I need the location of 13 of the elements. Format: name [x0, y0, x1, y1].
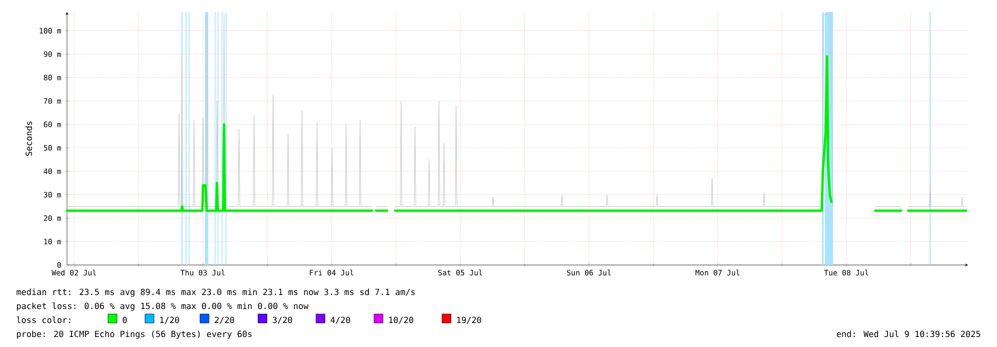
text: probe: 20 ICMP Echo Pings (56 Bytes) every 60s	[16, 330, 252, 339]
text: 2/20	[214, 316, 234, 324]
text: 1/20	[160, 316, 180, 324]
text: 0	[122, 316, 127, 324]
text: packet loss: 0.06 % avg 15.08 % max 0.00 % min 0.00 % now	[16, 302, 308, 311]
text: end: Wed Jul 9 10:39:56 2025	[836, 330, 980, 338]
text: median rtt: 23.5 ms avg 89.4 ms max 23.0 ms min 23.1 ms now 3.3 ms sd 7.1 am/s	[16, 288, 415, 297]
text: 3/20	[272, 316, 292, 324]
y-axis-title: Seconds	[25, 121, 32, 156]
text: loss color:	[16, 316, 70, 324]
text: 4/20	[330, 316, 350, 324]
text: 10/20	[389, 316, 414, 324]
text: 19/20	[457, 316, 482, 324]
